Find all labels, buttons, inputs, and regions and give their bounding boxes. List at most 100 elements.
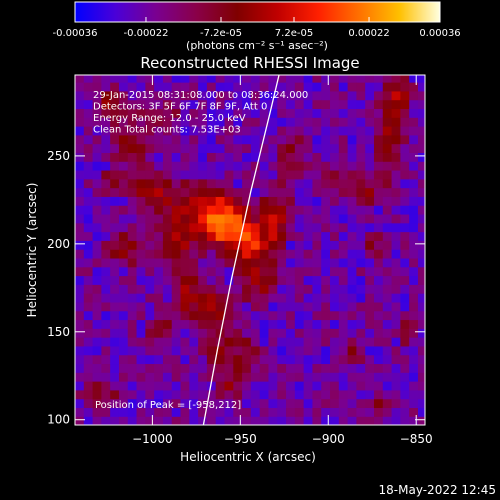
heatmap-cell xyxy=(110,398,120,409)
heatmap-cell xyxy=(286,99,296,110)
heatmap-cell xyxy=(198,143,208,153)
heatmap-cell xyxy=(391,416,401,425)
heatmap-cell xyxy=(400,178,410,189)
heatmap-cell xyxy=(180,99,190,110)
heatmap-cell xyxy=(259,354,270,365)
heatmap-cell xyxy=(92,152,102,162)
heatmap-cell xyxy=(321,266,331,277)
heatmap-cell xyxy=(347,284,358,294)
heatmap-cell xyxy=(321,205,331,215)
heatmap-cell xyxy=(136,257,146,268)
heatmap-cell xyxy=(330,372,340,382)
heatmap-cell xyxy=(417,82,425,92)
heatmap-cell xyxy=(268,161,278,171)
heatmap-cell xyxy=(215,301,226,312)
heatmap-cell xyxy=(75,328,85,338)
heatmap-cell xyxy=(400,257,410,268)
heatmap-cell xyxy=(127,337,138,347)
heatmap-cell xyxy=(277,240,287,250)
heatmap-cell xyxy=(171,90,182,101)
heatmap-cell xyxy=(92,310,102,321)
heatmap-cell xyxy=(365,310,375,321)
heatmap-cell xyxy=(417,117,425,127)
heatmap-cell xyxy=(259,284,270,294)
heatmap-cell xyxy=(189,345,199,356)
heatmap-cell xyxy=(312,196,322,206)
heatmap-cell xyxy=(373,293,384,303)
heatmap-cell xyxy=(303,205,314,215)
heatmap-cell xyxy=(417,169,425,180)
heatmap-cell xyxy=(338,222,349,233)
heatmap-cell xyxy=(198,337,208,347)
heatmap-cell xyxy=(118,407,129,417)
heatmap-cell xyxy=(294,266,305,277)
heatmap-cell xyxy=(330,389,340,400)
heatmap-cell xyxy=(101,117,111,127)
heatmap-cell xyxy=(242,257,252,268)
plot-frame xyxy=(74,74,426,426)
heatmap-cell xyxy=(215,99,226,110)
heatmap-cell xyxy=(206,319,217,329)
heatmap-cell xyxy=(162,398,173,409)
heatmap-cell xyxy=(312,407,322,417)
heatmap-cell xyxy=(242,389,252,400)
heatmap-cell xyxy=(259,310,270,321)
heatmap-cell xyxy=(391,398,401,409)
heatmap-cell xyxy=(347,337,358,347)
heatmap-cell xyxy=(277,328,287,338)
heatmap-cell xyxy=(312,363,322,373)
heatmap-cell xyxy=(330,134,340,145)
heatmap-cell xyxy=(268,363,278,373)
heatmap-cell xyxy=(400,363,410,373)
heatmap-cell xyxy=(330,222,340,233)
heatmap-cell xyxy=(75,381,85,391)
heatmap-cell xyxy=(338,152,349,162)
heatmap-cell xyxy=(224,354,234,365)
heatmap-cell xyxy=(250,134,261,145)
heatmap-cell xyxy=(145,213,155,224)
heatmap-cell xyxy=(356,196,366,206)
heatmap-cell xyxy=(373,205,384,215)
heatmap-cell xyxy=(338,213,349,224)
heatmap-cell xyxy=(162,205,173,215)
heatmap-cell xyxy=(224,213,234,224)
heatmap-cell xyxy=(101,301,111,312)
heatmap-cell xyxy=(198,99,208,110)
heatmap-cell xyxy=(338,75,349,83)
heatmap-cell xyxy=(330,99,340,110)
heatmap-cell xyxy=(312,178,322,189)
heatmap-cell xyxy=(400,240,410,250)
heatmap-cell xyxy=(409,345,419,356)
heatmap-cell xyxy=(83,231,94,241)
heatmap-cell xyxy=(338,319,349,329)
heatmap-cell xyxy=(365,161,375,171)
heatmap-cell xyxy=(127,319,138,329)
heatmap-cell xyxy=(330,345,340,356)
heatmap-cell xyxy=(162,284,173,294)
heatmap-cell xyxy=(400,222,410,233)
heatmap-cell xyxy=(162,363,173,373)
heatmap-cell xyxy=(101,222,111,233)
heatmap-cell xyxy=(83,284,94,294)
heatmap-cell xyxy=(92,205,102,215)
heatmap-cell xyxy=(268,108,278,118)
heatmap-cell xyxy=(110,205,120,215)
heatmap-cell xyxy=(294,75,305,83)
heatmap-cell xyxy=(338,398,349,409)
heatmap-cell xyxy=(118,337,129,347)
heatmap-cell xyxy=(286,381,296,391)
heatmap-cell xyxy=(303,372,314,382)
heatmap-cell xyxy=(409,319,419,329)
heatmap-cell xyxy=(409,249,419,259)
heatmap-cell xyxy=(321,231,331,241)
heatmap-cell xyxy=(330,363,340,373)
heatmap-cell xyxy=(154,231,164,241)
heatmap-cell xyxy=(198,398,208,409)
heatmap-cell xyxy=(259,213,270,224)
heatmap-cell xyxy=(145,205,155,215)
heatmap-cell xyxy=(92,266,102,277)
heatmap-cell xyxy=(356,328,366,338)
heatmap-cell xyxy=(189,178,199,189)
heatmap-cell xyxy=(382,293,393,303)
heatmap-cell xyxy=(338,345,349,356)
